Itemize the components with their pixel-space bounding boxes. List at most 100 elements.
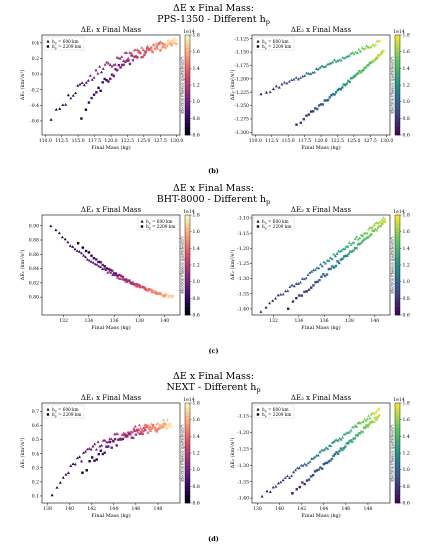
data-point-square	[355, 434, 358, 437]
colorbar-segment	[395, 290, 400, 295]
data-point-square	[136, 283, 139, 286]
data-point-square	[136, 56, 139, 59]
data-point-triangle	[107, 270, 111, 273]
data-point-square	[128, 62, 132, 66]
x-tick-label: 115.0	[72, 138, 85, 144]
data-point-square	[341, 86, 344, 89]
colorbar-segment	[395, 277, 400, 282]
legend-label: hp = 600 km	[52, 407, 79, 413]
data-point-square	[141, 55, 145, 59]
data-point-triangle	[116, 432, 120, 436]
data-point-triangle	[89, 260, 93, 263]
data-point-triangle	[380, 218, 384, 222]
chart-d-2: ΔE₂ x Final Mass 138 140 142 144 146 148 -1.40 -…	[229, 394, 410, 519]
y-tick-label: -1.20	[237, 246, 249, 252]
x-axis-label: Final Mass (kg)	[301, 144, 340, 151]
data-point-square	[137, 283, 140, 287]
data-point-square	[134, 433, 138, 436]
panel-title-line2: BHT-8000 - Different hp	[157, 194, 270, 206]
legend-box	[253, 36, 295, 51]
data-point-square	[353, 246, 357, 250]
x-tick-label: 138	[135, 318, 144, 324]
panel-b: ΔE x Final Mass:PPS-1350 - Different hp (…	[157, 3, 270, 175]
colorbar-segment	[185, 51, 190, 57]
data-point-square	[322, 463, 326, 466]
data-point-triangle	[288, 285, 292, 288]
data-point-triangle	[49, 224, 53, 228]
colorbar-segment	[395, 76, 400, 82]
data-point-square	[369, 233, 373, 236]
colorbar-segment	[395, 473, 400, 479]
legend-marker-triangle	[46, 39, 50, 43]
y-tick-label: -1.25	[237, 261, 249, 267]
data-point-triangle	[330, 257, 334, 261]
data-point-square	[303, 290, 306, 294]
data-point-square	[286, 307, 290, 311]
data-point-square	[95, 458, 98, 461]
data-point-square	[372, 229, 376, 233]
panel-title-line1: ΔE x Final Mass:	[173, 371, 254, 382]
colorbar-segment	[395, 494, 400, 500]
data-point-triangle	[379, 220, 383, 223]
data-point-square	[326, 98, 330, 102]
data-point-triangle	[286, 289, 290, 293]
data-point-square	[328, 96, 331, 99]
data-point-square	[118, 438, 122, 441]
data-point-triangle	[277, 85, 281, 89]
legend-label: hp = 2209 km	[52, 44, 81, 50]
colorbar-exponent: 1e14	[393, 209, 405, 215]
data-point-square	[295, 123, 298, 126]
data-point-triangle	[271, 87, 275, 91]
data-point-square	[333, 93, 336, 96]
data-point-triangle	[346, 244, 350, 248]
data-point-triangle	[162, 418, 166, 422]
data-point-triangle	[366, 227, 370, 231]
colorbar-tick-label: 1.6	[403, 417, 410, 423]
data-point-square	[325, 99, 328, 102]
chart-title: ΔE₂ x Final Mass	[291, 206, 352, 214]
data-point-triangle	[347, 54, 351, 57]
data-point-triangle	[142, 429, 146, 433]
data-point-square	[143, 286, 146, 290]
data-point-square	[142, 426, 146, 430]
data-point-square	[348, 440, 351, 443]
data-point-square	[146, 288, 149, 292]
data-point-triangle	[332, 440, 336, 444]
data-point-square	[364, 237, 367, 240]
legend-box	[43, 36, 85, 51]
data-point-square	[146, 431, 150, 434]
data-point-square	[81, 471, 84, 474]
colorbar-exponent: 1e14	[183, 397, 195, 403]
data-point-square	[147, 427, 151, 430]
colorbar-segment	[395, 285, 400, 291]
data-point-triangle	[140, 46, 144, 49]
data-point-square	[133, 429, 136, 432]
data-point-triangle	[86, 257, 90, 261]
data-point-triangle	[320, 64, 324, 68]
data-point-triangle	[374, 410, 378, 414]
data-point-square	[357, 432, 361, 435]
data-point-square	[371, 60, 374, 64]
data-point-square	[157, 292, 161, 295]
colorbar-tick-label: 1.0	[403, 99, 410, 105]
data-point-square	[339, 447, 343, 450]
data-point-square	[169, 295, 173, 299]
data-point-triangle	[313, 268, 317, 271]
data-point-triangle	[292, 284, 296, 288]
data-point-triangle	[308, 460, 312, 463]
colorbar-segment	[185, 235, 190, 241]
colorbar-segment	[395, 269, 400, 274]
data-point-triangle	[331, 60, 335, 64]
data-point-square	[363, 66, 366, 70]
colorbar-segment	[185, 244, 190, 249]
colorbar-tick-label: 0.6	[403, 133, 410, 139]
data-point-triangle	[156, 46, 160, 50]
y-tick-label: 0.5	[32, 437, 39, 443]
data-point-square	[101, 452, 104, 456]
x-tick-label: 110.0	[249, 138, 262, 144]
data-point-triangle	[339, 58, 343, 62]
data-point-triangle	[140, 428, 144, 431]
data-point-triangle	[338, 436, 342, 440]
data-point-square	[307, 288, 311, 291]
